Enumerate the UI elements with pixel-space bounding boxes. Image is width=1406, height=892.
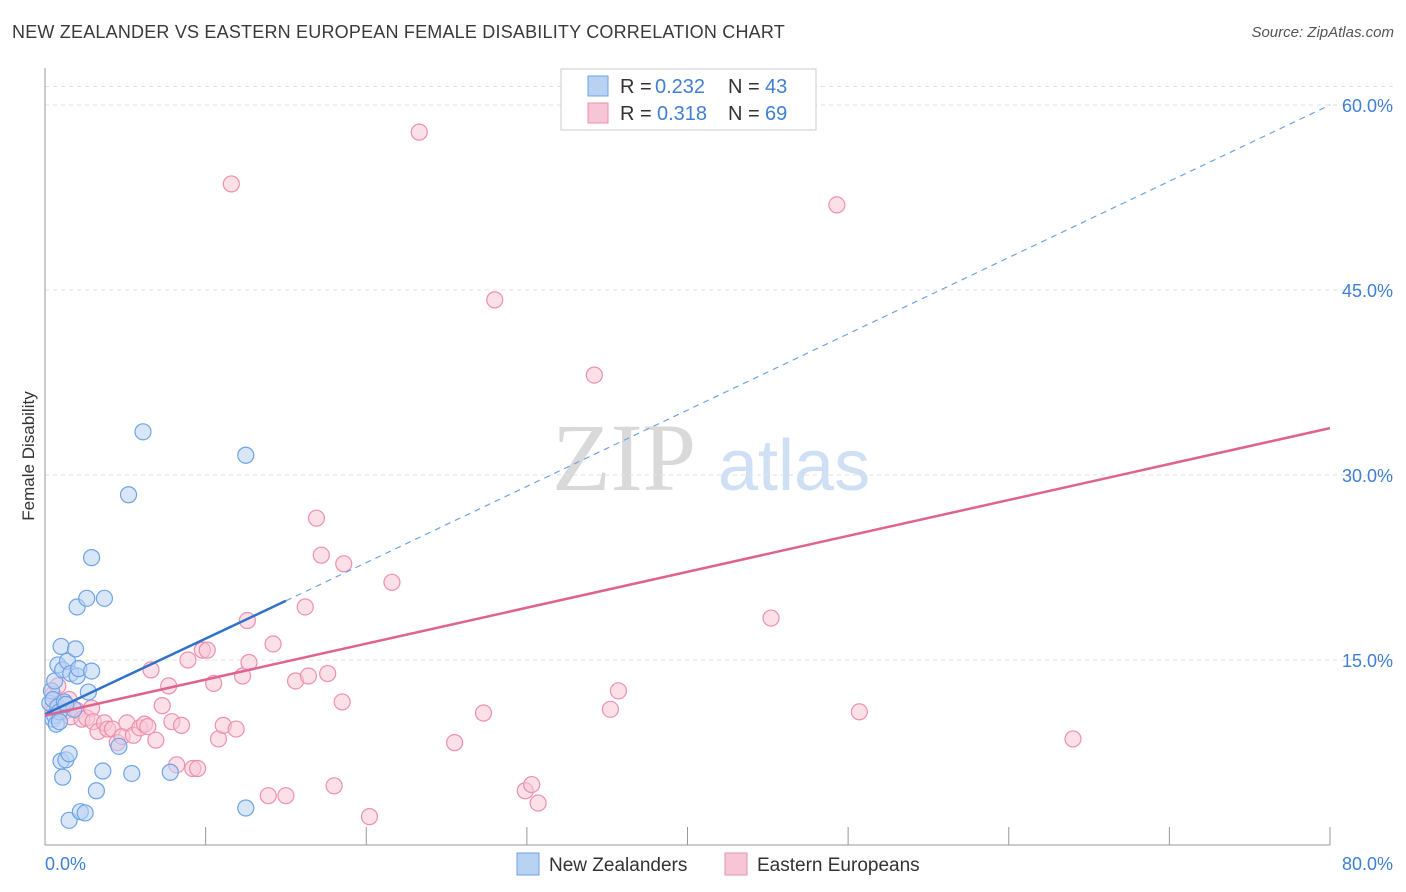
eastern-europeans-point-38	[222, 175, 240, 193]
eastern-europeans-point-54	[333, 693, 351, 711]
new-zealanders-point-40	[237, 799, 255, 817]
eastern-europeans-point-24	[147, 731, 165, 749]
eastern-europeans-point-48	[299, 667, 318, 685]
legend-swatch-blue	[587, 75, 609, 97]
legend-r-value-blue: 0.232	[655, 76, 705, 98]
legend-n-label-pink: N =	[728, 103, 760, 125]
legend-n-value-blue: 43	[765, 76, 787, 98]
eastern-europeans-point-59	[474, 704, 493, 722]
y-tick-label-30: 30.0%	[1342, 466, 1393, 486]
trend-lines	[44, 104, 1331, 717]
eastern-europeans-point-60	[486, 291, 504, 309]
eastern-europeans-point-52	[325, 777, 343, 795]
new-zealanders-point-30	[82, 549, 101, 567]
eastern-europeans-point-69	[850, 703, 868, 721]
eastern-europeans-point-44	[264, 635, 282, 653]
eastern-europeans-point-30	[179, 651, 197, 669]
eastern-europeans-point-25	[153, 697, 171, 715]
legend-r-value-pink: 0.318	[657, 103, 707, 125]
eastern-europeans-point-39	[227, 720, 245, 738]
new-zealanders-point-36	[123, 764, 141, 783]
eastern-europeans-point-47	[296, 598, 314, 616]
series-legend-swatch-eastern-europeans	[724, 852, 748, 876]
gridlines	[45, 86, 1393, 661]
x-axis-ticks	[205, 827, 1331, 845]
new-zealanders-point-38	[161, 763, 179, 781]
eastern-europeans-point-45	[277, 787, 295, 805]
x-tick-label-max: 80.0%	[1342, 854, 1393, 874]
eastern-europeans-point-65	[601, 700, 620, 718]
eastern-europeans-trend-line	[44, 426, 1331, 717]
eastern-europeans-point-49	[307, 509, 326, 527]
eastern-europeans-point-63	[529, 794, 547, 812]
legend-n-value-pink: 69	[765, 103, 787, 125]
chart-title: NEW ZEALANDER VS EASTERN EUROPEAN FEMALE…	[12, 22, 785, 42]
legend-swatch-pink	[587, 102, 609, 124]
new-zealanders-trend-extension	[285, 104, 1331, 602]
watermark-zip: ZIP	[552, 404, 696, 511]
eastern-europeans-point-51	[319, 664, 337, 683]
new-zealanders-point-33	[95, 589, 114, 607]
eastern-europeans-point-70	[1064, 730, 1082, 748]
eastern-europeans-point-32	[188, 759, 207, 778]
new-zealanders-point-41	[50, 713, 69, 731]
eastern-europeans-point-53	[335, 555, 353, 573]
new-zealanders-point-13	[54, 768, 72, 786]
new-zealanders-point-34	[110, 737, 128, 755]
eastern-europeans-point-56	[383, 573, 401, 591]
x-tick-label-min: 0.0%	[45, 854, 86, 874]
new-zealanders-point-11	[52, 637, 70, 656]
eastern-europeans-point-62	[523, 775, 541, 794]
new-zealanders-point-29	[82, 662, 101, 680]
new-zealanders-point-32	[94, 762, 112, 780]
y-tick-label-45: 45.0%	[1342, 281, 1393, 301]
eastern-europeans-point-64	[585, 366, 603, 384]
series-legend: New Zealanders Eastern Europeans	[516, 852, 920, 876]
series-legend-swatch-new-zealanders	[516, 852, 540, 876]
eastern-europeans-point-68	[828, 196, 846, 214]
new-zealanders-point-26	[76, 804, 94, 822]
eastern-europeans-point-50	[312, 546, 330, 564]
y-tick-label-60: 60.0%	[1342, 96, 1393, 116]
eastern-europeans-point-22	[139, 717, 157, 736]
eastern-europeans-point-43	[259, 787, 277, 805]
new-zealanders-point-18	[60, 745, 78, 763]
new-zealanders-point-37	[134, 423, 152, 441]
legend-n-label-blue: N =	[728, 76, 760, 98]
new-zealanders-points	[41, 423, 255, 829]
new-zealanders-point-31	[87, 782, 106, 800]
series-legend-label-eastern-europeans: Eastern Europeans	[757, 855, 920, 876]
watermark-atlas: atlas	[718, 426, 870, 506]
new-zealanders-trend-line	[44, 599, 287, 716]
new-zealanders-point-39	[237, 446, 255, 464]
new-zealanders-point-21	[66, 640, 85, 658]
y-axis-title: Female Disability	[19, 391, 38, 521]
y-axis-tick-labels: 15.0% 30.0% 45.0% 60.0%	[1342, 96, 1393, 671]
y-tick-label-15: 15.0%	[1342, 651, 1393, 671]
series-legend-label-new-zealanders: New Zealanders	[549, 855, 687, 876]
source-label: Source: ZipAtlas.com	[1251, 24, 1394, 41]
legend-r-label-blue: R =	[620, 76, 652, 98]
eastern-europeans-point-57	[410, 123, 428, 141]
stats-legend: R = 0.232 N = 43 R = 0.318 N = 69	[560, 68, 817, 131]
new-zealanders-point-35	[119, 486, 138, 504]
new-zealanders-point-27	[78, 589, 96, 607]
eastern-europeans-point-66	[609, 682, 628, 700]
eastern-europeans-point-58	[445, 734, 464, 752]
eastern-europeans-point-55	[360, 808, 379, 826]
legend-r-label-pink: R =	[620, 103, 652, 125]
eastern-europeans-point-34	[198, 641, 216, 659]
eastern-europeans-point-67	[762, 609, 780, 627]
eastern-europeans-point-29	[172, 716, 191, 734]
